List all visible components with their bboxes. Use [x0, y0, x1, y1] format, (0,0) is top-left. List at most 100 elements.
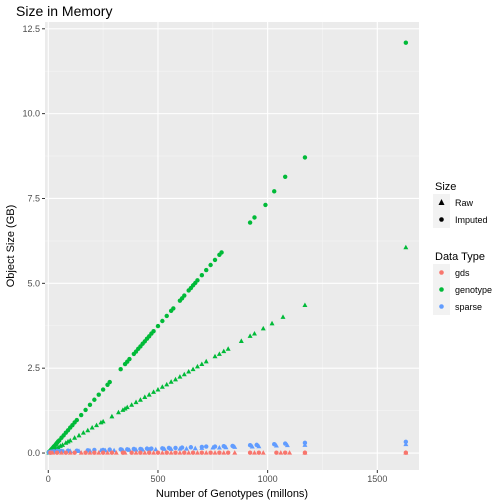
data-point	[151, 450, 157, 455]
data-point	[282, 450, 288, 455]
data-point	[58, 450, 64, 455]
legend-label-imputed: Imputed	[455, 215, 488, 225]
data-point	[403, 450, 409, 455]
data-point	[208, 450, 213, 455]
y-tick-label: 0.0	[27, 448, 40, 458]
y-axis-title: Object Size (GB)	[5, 205, 17, 288]
data-point	[199, 361, 205, 367]
data-point	[96, 392, 101, 397]
series-gds-imputed	[48, 450, 409, 455]
data-point	[100, 387, 106, 392]
data-point	[133, 399, 139, 405]
data-point	[252, 450, 257, 455]
legend-label-gds: gds	[455, 268, 470, 278]
data-point	[287, 450, 293, 455]
data-point	[129, 402, 135, 407]
data-point	[182, 293, 187, 298]
data-point	[221, 348, 227, 354]
data-point	[78, 450, 84, 455]
data-point	[83, 450, 88, 455]
data-point	[403, 441, 409, 447]
data-point	[284, 442, 290, 448]
data-point	[76, 448, 82, 453]
data-point	[173, 445, 178, 451]
data-point	[273, 442, 279, 448]
data-point	[159, 384, 165, 389]
data-point	[80, 430, 86, 435]
data-point	[133, 447, 139, 452]
data-point	[87, 402, 93, 408]
data-point	[263, 202, 268, 208]
data-point	[188, 445, 194, 450]
y-tick-label: 2.5	[27, 363, 40, 373]
data-point	[151, 389, 157, 394]
data-point	[113, 450, 119, 455]
data-point	[87, 450, 93, 455]
data-point	[159, 450, 165, 455]
legend-dot-gds	[439, 270, 444, 275]
y-tick-label: 5.0	[27, 278, 40, 288]
data-point	[194, 363, 200, 369]
data-point	[210, 445, 216, 450]
data-point	[204, 267, 209, 273]
circle-icon	[439, 217, 444, 222]
data-point	[124, 404, 130, 410]
data-point	[67, 437, 73, 443]
data-point	[160, 318, 165, 324]
data-point	[138, 450, 143, 455]
data-point	[195, 278, 200, 283]
data-point	[146, 392, 152, 397]
data-point	[155, 450, 161, 455]
y-tick-label: 12.5	[22, 24, 40, 34]
triangle-icon	[438, 199, 445, 205]
data-point	[120, 447, 126, 452]
data-point	[221, 450, 227, 455]
x-axis-title: Number of Genotypes (millons)	[156, 488, 308, 500]
data-point	[272, 189, 277, 194]
data-point	[164, 313, 169, 319]
data-point	[199, 450, 205, 455]
data-point	[72, 450, 77, 455]
data-point	[278, 450, 284, 455]
data-points	[46, 40, 409, 455]
data-point	[199, 272, 205, 278]
legend-data-type: Data Type gds genotype sparse	[433, 251, 492, 315]
data-point	[109, 450, 115, 455]
data-point	[105, 450, 110, 455]
data-point	[274, 450, 279, 455]
data-point	[252, 215, 257, 220]
data-point	[260, 450, 266, 455]
data-point	[252, 330, 257, 336]
data-point	[212, 257, 218, 263]
data-point	[92, 397, 97, 402]
x-tick-label: 0	[46, 474, 51, 484]
data-point	[204, 444, 209, 449]
data-point	[203, 358, 209, 364]
data-point	[184, 446, 189, 451]
data-point	[173, 376, 178, 382]
data-point	[83, 407, 88, 413]
data-point	[89, 424, 95, 430]
legend-dot-genotype	[439, 287, 444, 292]
data-point	[54, 450, 60, 455]
data-point	[225, 346, 231, 351]
data-point	[302, 442, 308, 447]
data-point	[269, 320, 275, 326]
x-tick-label: 1500	[367, 474, 387, 484]
data-point	[186, 450, 192, 455]
data-point	[190, 450, 196, 455]
data-point	[302, 302, 308, 308]
data-point	[223, 444, 229, 450]
data-point	[247, 333, 253, 338]
data-point	[118, 367, 123, 372]
data-point	[403, 244, 409, 250]
legend-label-raw: Raw	[455, 198, 474, 208]
data-point	[96, 450, 102, 455]
data-point	[177, 374, 183, 379]
data-point	[282, 174, 288, 179]
data-point	[67, 450, 73, 455]
data-point	[256, 450, 262, 455]
axis-ticks: 0 500 1000 1500 0.0 2.5 5.0 7.5 10.0 12.5	[22, 24, 387, 484]
